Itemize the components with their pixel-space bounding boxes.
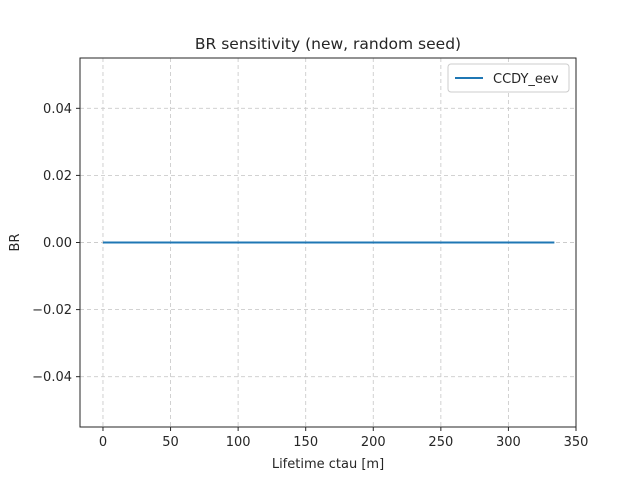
- x-tick-label: 0: [99, 435, 107, 450]
- chart-title: BR sensitivity (new, random seed): [195, 35, 461, 53]
- y-tick-label: −0.02: [32, 303, 72, 318]
- y-tick-label: 0.04: [43, 102, 72, 117]
- legend-label-series-0: CCDY_eev: [493, 72, 559, 87]
- y-tick-label: 0.00: [43, 236, 72, 251]
- legend-box: [447, 63, 570, 93]
- x-axis: 0 50 100 150 200 250 300 350: [99, 427, 589, 450]
- legend: CCDY_eev: [447, 63, 570, 93]
- y-tick-label: −0.04: [32, 370, 72, 385]
- x-tick-label: 250: [428, 435, 453, 450]
- x-tick-label: 350: [564, 435, 589, 450]
- x-tick-label: 150: [293, 435, 318, 450]
- y-axis-label: BR: [8, 234, 23, 252]
- x-axis-label: Lifetime ctau [m]: [272, 457, 384, 472]
- x-tick-label: 200: [361, 435, 386, 450]
- y-axis: −0.04 −0.02 0.00 0.02 0.04: [32, 102, 80, 385]
- x-tick-label: 100: [226, 435, 251, 450]
- x-tick-label: 300: [496, 435, 521, 450]
- y-tick-label: 0.02: [43, 169, 72, 184]
- x-tick-label: 50: [162, 435, 179, 450]
